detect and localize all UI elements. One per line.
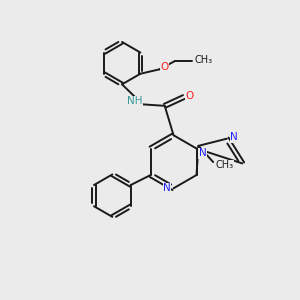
Text: N: N — [199, 148, 207, 158]
Text: CH₃: CH₃ — [194, 55, 212, 64]
Text: O: O — [160, 62, 169, 72]
Text: N: N — [230, 132, 238, 142]
Text: CH₃: CH₃ — [215, 160, 233, 170]
Text: N: N — [163, 183, 171, 193]
Text: NH: NH — [127, 96, 142, 106]
Text: O: O — [186, 91, 194, 100]
